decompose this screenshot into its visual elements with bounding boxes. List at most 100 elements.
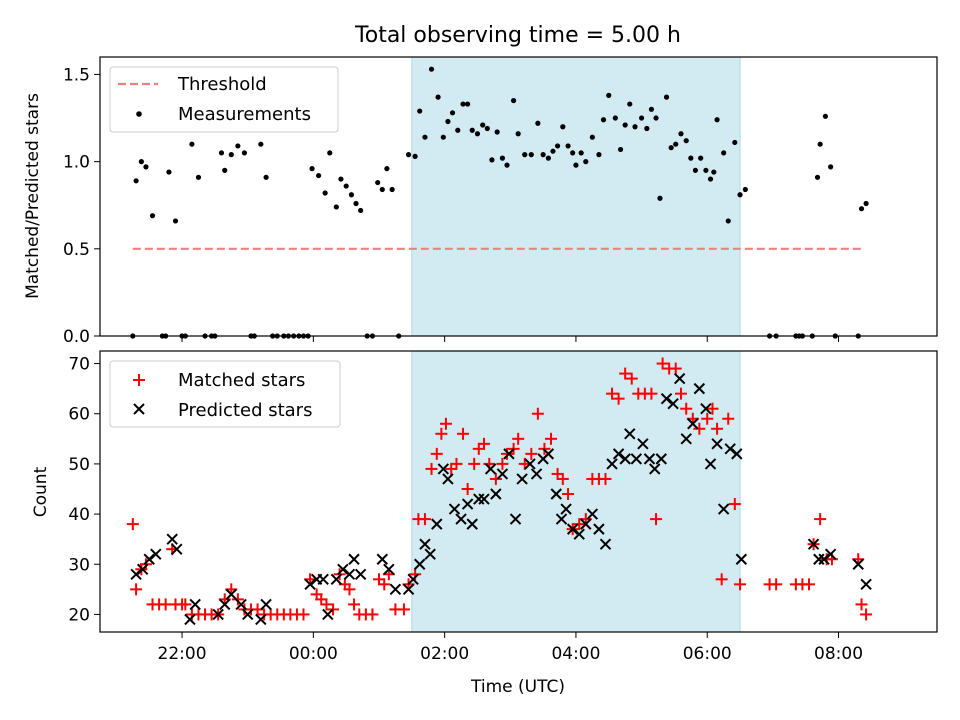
matched-point (348, 598, 361, 611)
measurement-point (435, 94, 441, 100)
predicted-point (343, 568, 356, 581)
x-axis-label: Time (UTC) (470, 677, 565, 697)
matched-point (693, 422, 706, 435)
matched-point (606, 387, 619, 400)
measurement-point (673, 141, 679, 147)
predicted-point (461, 498, 474, 510)
measurement-point (858, 206, 865, 212)
measurement-point (133, 178, 139, 184)
measurement-point (494, 129, 500, 135)
measurement-point (653, 115, 659, 121)
measurement-point (405, 152, 412, 158)
measurement-point (545, 155, 551, 161)
matched-point (439, 417, 452, 430)
predicted-point (212, 608, 224, 621)
measurement-point (698, 155, 704, 161)
matched-point (126, 518, 139, 531)
predicted-point (424, 548, 436, 560)
measurement-point (612, 115, 618, 121)
measurement-point (263, 174, 269, 180)
predicted-point (735, 553, 748, 565)
predicted-point (260, 598, 272, 611)
measurement-point (725, 218, 731, 224)
matched-point (625, 372, 638, 385)
matched-point (179, 598, 192, 611)
matched-point (418, 513, 431, 526)
predicted-point (448, 503, 461, 515)
predicted-point (630, 453, 643, 465)
matched-point (612, 392, 625, 405)
predicted-point (542, 448, 555, 460)
matched-point (531, 407, 544, 420)
predicted-point (687, 418, 699, 430)
measurement-point (528, 152, 534, 158)
measurement-point (241, 150, 248, 156)
measurement-point (578, 150, 584, 156)
predicted-point (680, 433, 692, 445)
legend-measurements-label: Measurements (178, 104, 311, 125)
measurement-point (732, 139, 738, 146)
predicted-point (813, 553, 825, 565)
matched-point (551, 467, 564, 480)
measurement-point (258, 141, 264, 147)
measurement-point (455, 127, 461, 133)
bottom-panel: 20 30 40 50 60 70 22:00 00:00 02:00 04:00 06:00 08:… (31, 350, 938, 697)
predicted-point (150, 548, 162, 560)
predicted-point (649, 463, 661, 475)
measurement-point (540, 152, 546, 158)
predicted-point (673, 372, 686, 385)
measurement-point (737, 192, 743, 198)
top-panel: 0.0 0.5 1.0 1.5 Matched/Predicted stars Thr… (23, 56, 938, 347)
predicted-point (317, 573, 329, 586)
predicted-point (643, 453, 656, 465)
matched-point (573, 518, 586, 531)
measurement-point (465, 101, 471, 107)
measurement-point (573, 162, 579, 168)
x-tick-label: 08:00 (814, 644, 863, 664)
predicted-point (241, 608, 254, 621)
measurement-point (606, 92, 612, 98)
matched-point (619, 367, 632, 380)
matched-point (343, 583, 356, 596)
predicted-point (337, 563, 349, 575)
measurement-point (412, 153, 418, 159)
predicted-point (466, 518, 478, 530)
measurement-point (583, 159, 589, 165)
measurement-point (565, 143, 571, 149)
measurement-point (422, 134, 428, 140)
predicted-point (431, 518, 443, 530)
measurement-point (322, 190, 328, 196)
top-legend: Threshold Measurements (109, 66, 339, 133)
x-tick-label: 22:00 (158, 644, 207, 664)
x-tick-label: 00:00 (289, 644, 338, 664)
measurement-point (469, 127, 475, 133)
legend-threshold-label: Threshold (177, 74, 267, 95)
matched-point (297, 608, 310, 621)
predicted-point (330, 573, 343, 586)
predicted-point (717, 503, 730, 515)
measurement-point (678, 131, 684, 137)
predicted-point (255, 613, 267, 626)
measurement-point (863, 200, 869, 207)
bottom-y-tick-label: 30 (68, 555, 90, 575)
matched-point (130, 583, 143, 596)
top-y-tick-label: 0.5 (63, 240, 90, 260)
matched-point (674, 387, 687, 400)
predicted-point (586, 508, 599, 520)
predicted-point (555, 513, 568, 525)
matched-point (457, 427, 470, 440)
top-y-tick-label: 1.0 (63, 153, 90, 173)
predicted-point (496, 468, 509, 480)
matched-point (468, 457, 481, 470)
matched-point (770, 578, 783, 591)
predicted-point (478, 493, 490, 505)
matched-point (855, 598, 868, 611)
matched-point (512, 432, 525, 445)
predicted-point (711, 438, 723, 450)
measurement-point (663, 94, 670, 100)
matched-point (562, 488, 575, 501)
matched-point (333, 568, 346, 581)
predicted-point (442, 473, 454, 485)
predicted-point (731, 448, 743, 460)
bottom-legend: Matched stars Predicted stars (109, 360, 341, 428)
